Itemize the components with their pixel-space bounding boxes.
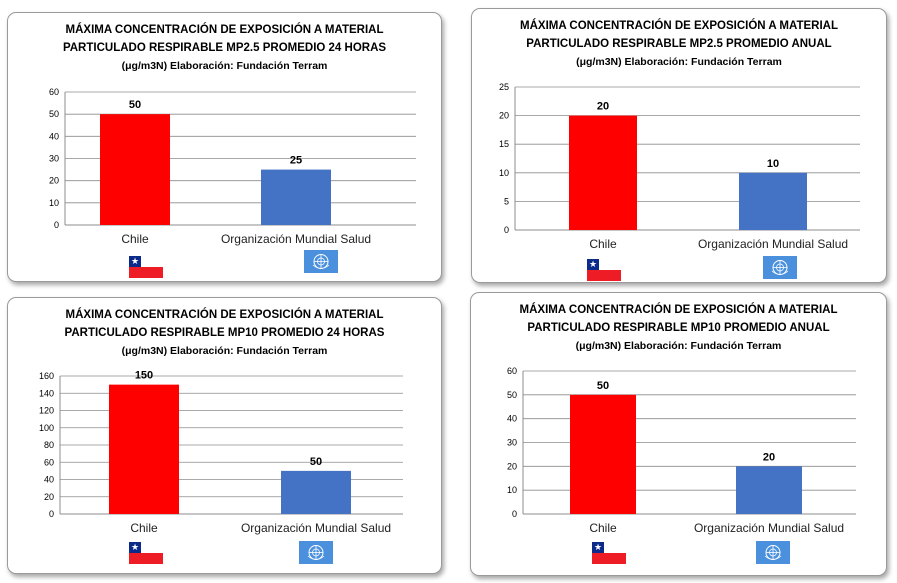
chart-panel-mp25-annual: MÁXIMA CONCENTRACIÓN DE EXPOSICIÓN A MAT… xyxy=(471,8,887,283)
chart-title-line-1: MÁXIMA CONCENTRACIÓN DE EXPOSICIÓN A MAT… xyxy=(65,309,384,321)
y-tick-label: 80 xyxy=(44,440,54,450)
chart-title: MÁXIMA CONCENTRACIÓN DE EXPOSICIÓN A MAT… xyxy=(471,301,886,355)
chart-title: MÁXIMA CONCENTRACIÓN DE EXPOSICIÓN A MAT… xyxy=(472,17,886,71)
y-tick-label: 40 xyxy=(507,414,517,424)
y-tick-label: 160 xyxy=(39,371,54,381)
x-category-label: Chile xyxy=(589,521,617,535)
chart-panel-mp10-24h: MÁXIMA CONCENTRACIÓN DE EXPOSICIÓN A MAT… xyxy=(7,297,442,574)
data-label: 50 xyxy=(310,456,322,468)
chart-title-line-3: (μg/m3N) Elaboración: Fundación Terram xyxy=(121,60,328,72)
data-label: 50 xyxy=(597,380,609,392)
x-category-label: Chile xyxy=(589,237,617,251)
chart-title-line-1: MÁXIMA CONCENTRACIÓN DE EXPOSICIÓN A MAT… xyxy=(520,20,838,32)
bar-chile xyxy=(570,394,636,514)
y-tick-label: 0 xyxy=(49,509,54,519)
y-tick-label: 40 xyxy=(44,475,54,485)
y-tick-label: 40 xyxy=(49,131,59,141)
y-tick-label: 50 xyxy=(507,390,517,400)
y-tick-label: 15 xyxy=(499,139,509,149)
chart-title-line-1: MÁXIMA CONCENTRACIÓN DE EXPOSICIÓN A MAT… xyxy=(65,24,384,36)
y-tick-label: 10 xyxy=(507,485,517,495)
y-tick-label: 10 xyxy=(49,198,59,208)
chile-flag-icon: ★ xyxy=(129,256,163,278)
y-tick-label: 30 xyxy=(507,438,517,448)
chart-title-line-3: (μg/m3N) Elaboración: Fundación Terram xyxy=(121,345,328,357)
chart-title: MÁXIMA CONCENTRACIÓN DE EXPOSICIÓN A MAT… xyxy=(8,21,441,75)
x-category-label: Chile xyxy=(130,521,158,535)
chart-title-line-2: PARTICULADO RESPIRABLE MP2.5 PROMEDIO 24… xyxy=(62,42,387,54)
y-tick-label: 25 xyxy=(499,82,509,92)
chile-flag-icon: ★ xyxy=(592,542,626,564)
y-tick-label: 5 xyxy=(504,196,509,206)
chart-title-line-1: MÁXIMA CONCENTRACIÓN DE EXPOSICIÓN A MAT… xyxy=(519,304,838,316)
data-label: 10 xyxy=(767,158,779,170)
y-tick-label: 20 xyxy=(49,176,59,186)
x-category-label: Organización Mundial Salud xyxy=(221,232,371,246)
who-flag-icon xyxy=(304,250,338,273)
bar-chile xyxy=(569,115,637,230)
y-tick-label: 120 xyxy=(39,406,54,416)
y-tick-label: 60 xyxy=(44,457,54,467)
chart-panel-mp10-annual: MÁXIMA CONCENTRACIÓN DE EXPOSICIÓN A MAT… xyxy=(470,292,887,576)
y-tick-label: 0 xyxy=(504,225,509,235)
data-label: 150 xyxy=(135,370,153,382)
bar-oms xyxy=(739,172,807,230)
y-tick-label: 60 xyxy=(49,87,59,97)
data-label: 25 xyxy=(290,155,302,167)
bar-chile xyxy=(109,384,179,514)
x-category-label: Organización Mundial Salud xyxy=(694,521,844,535)
y-tick-label: 10 xyxy=(499,168,509,178)
y-tick-label: 0 xyxy=(54,220,59,230)
who-flag-icon xyxy=(299,541,333,564)
chart-title-line-2: PARTICULADO RESPIRABLE MP10 PROMEDIO ANU… xyxy=(527,322,830,334)
y-tick-label: 60 xyxy=(507,366,517,376)
y-tick-label: 50 xyxy=(49,109,59,119)
bar-chart: 0 10 20 30 40 50 60 50 Chile 25 Organización Mundi… xyxy=(49,87,416,246)
chart-title: MÁXIMA CONCENTRACIÓN DE EXPOSICIÓN A MAT… xyxy=(8,306,441,360)
bar-oms xyxy=(281,470,351,514)
who-flag-icon xyxy=(756,541,790,564)
chile-flag-icon: ★ xyxy=(587,259,621,281)
y-tick-label: 140 xyxy=(39,388,54,398)
data-label: 20 xyxy=(597,101,609,113)
y-tick-label: 20 xyxy=(499,111,509,121)
data-label: 50 xyxy=(129,99,141,111)
y-tick-label: 20 xyxy=(44,492,54,502)
y-tick-label: 0 xyxy=(512,509,517,519)
x-category-label: Chile xyxy=(121,232,149,246)
chart-title-line-3: (μg/m3N) Elaboración: Fundación Terram xyxy=(575,340,782,352)
data-label: 20 xyxy=(763,451,775,463)
chart-title-line-2: PARTICULADO RESPIRABLE MP2.5 PROMEDIO AN… xyxy=(526,38,832,50)
bar-oms xyxy=(261,169,331,225)
x-category-label: Organización Mundial Salud xyxy=(698,237,848,251)
chile-flag-icon: ★ xyxy=(129,542,163,564)
bar-chart: 0 5 10 15 20 25 20 Chile 10 Organización Mundial … xyxy=(499,82,860,251)
bar-chart: 0 20 40 60 80 100 120 140 160 150 Chile 50 Organizac… xyxy=(39,370,403,535)
bar-oms xyxy=(736,466,802,514)
who-flag-icon xyxy=(763,256,797,279)
y-tick-label: 30 xyxy=(49,154,59,164)
y-tick-label: 20 xyxy=(507,461,517,471)
bar-chart: 0 10 20 30 40 50 60 50 Chile 20 Organización Mundi… xyxy=(507,366,856,535)
y-tick-label: 100 xyxy=(39,423,54,433)
bar-chile xyxy=(100,114,170,225)
chart-title-line-2: PARTICULADO RESPIRABLE MP10 PROMEDIO 24 … xyxy=(64,327,385,339)
chart-panel-mp25-24h: MÁXIMA CONCENTRACIÓN DE EXPOSICIÓN A MAT… xyxy=(7,12,442,282)
chart-title-line-3: (μg/m3N) Elaboración: Fundación Terram xyxy=(576,56,782,68)
x-category-label: Organización Mundial Salud xyxy=(241,521,391,535)
